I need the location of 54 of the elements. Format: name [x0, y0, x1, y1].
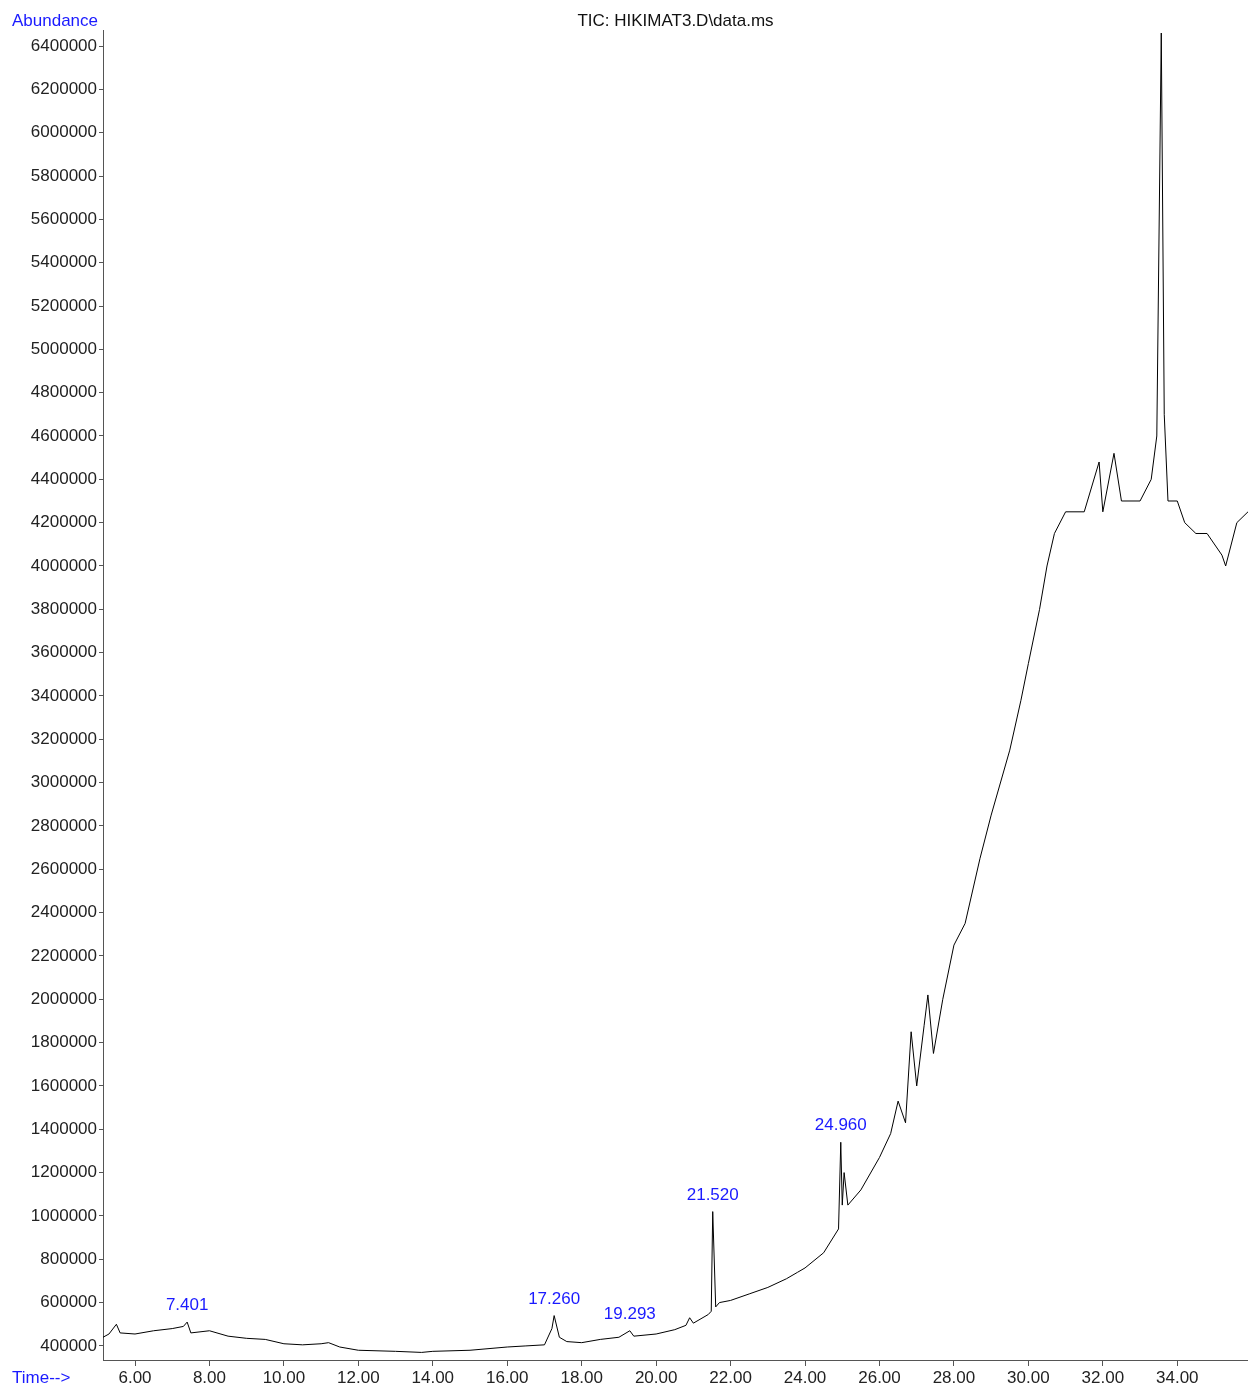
y-tick-label: 3200000 [30, 728, 97, 748]
annotation: 7.401 [165, 1295, 209, 1315]
chart-title: TIC: HIKIMAT3.D\data.ms [577, 11, 774, 30]
y-tick-label: 6200000 [30, 79, 97, 99]
x-tick-label: 6.00 [118, 1367, 152, 1387]
y-tick-label: 4000000 [30, 555, 97, 575]
annotation: 17.260 [528, 1288, 581, 1308]
y-tick-label: 1600000 [30, 1075, 97, 1095]
y-tick-label: 3800000 [30, 599, 97, 618]
x-tick-label: 12.00 [337, 1367, 380, 1387]
y-tick-label: 4200000 [30, 512, 97, 532]
y-tick-label: 4400000 [30, 469, 97, 489]
x-tick-label: 16.00 [485, 1367, 529, 1387]
y-tick-label: 3600000 [30, 642, 97, 662]
y-tick-label: 6400000 [30, 35, 97, 55]
y-tick-label: 1000000 [30, 1205, 97, 1225]
y-tick-label: 5400000 [30, 252, 97, 272]
x-tick-label: 26.00 [858, 1367, 901, 1387]
y-tick-label: 2400000 [30, 902, 97, 922]
y-tick-label: 2000000 [30, 988, 97, 1008]
y-tick-label: 600000 [40, 1292, 97, 1312]
y-tick-label: 2800000 [30, 815, 97, 835]
y-tick-label: 2600000 [30, 858, 97, 878]
x-tick-label: 18.00 [560, 1367, 603, 1387]
annotation: 19.293 [603, 1303, 656, 1323]
x-tick-label: 28.00 [932, 1367, 976, 1387]
y-tick-label: 6000000 [30, 122, 97, 142]
x-tick-label: 14.00 [411, 1367, 455, 1387]
x-tick-label: 34.00 [1156, 1367, 1199, 1387]
y-tick-label: 800000 [40, 1248, 97, 1268]
y-tick-label: 1800000 [30, 1032, 97, 1052]
x-tick-label: 32.00 [1081, 1367, 1125, 1387]
x-tick-label: 8.00 [192, 1367, 227, 1387]
x-tick-label: 10.00 [262, 1367, 306, 1387]
y-tick-label: 3400000 [30, 685, 97, 705]
x-axis-title: Time--> [12, 1368, 71, 1387]
x-tick-label: 30.00 [1007, 1367, 1050, 1387]
y-tick-label: 5000000 [30, 339, 97, 359]
annotation: 24.960 [814, 1115, 867, 1135]
y-tick-label: 5800000 [30, 165, 97, 185]
y-tick-label: 2200000 [30, 945, 97, 965]
y-tick-label: 4600000 [30, 425, 97, 445]
x-tick-label: 22.00 [709, 1367, 752, 1387]
y-tick-label: 5600000 [30, 209, 97, 229]
y-tick-label: 3000000 [30, 772, 97, 792]
annotation: 21.520 [686, 1184, 739, 1204]
y-tick-label: 5200000 [30, 295, 97, 315]
x-tick-label: 24.00 [783, 1367, 827, 1387]
y-tick-label: 1200000 [30, 1162, 97, 1182]
y-tick-label: 400000 [40, 1335, 97, 1355]
x-tick-label: 20.00 [634, 1367, 678, 1387]
y-tick-label: 1400000 [30, 1118, 97, 1138]
y-axis-title: Abundance [12, 11, 99, 30]
y-tick-label: 4800000 [30, 382, 97, 402]
